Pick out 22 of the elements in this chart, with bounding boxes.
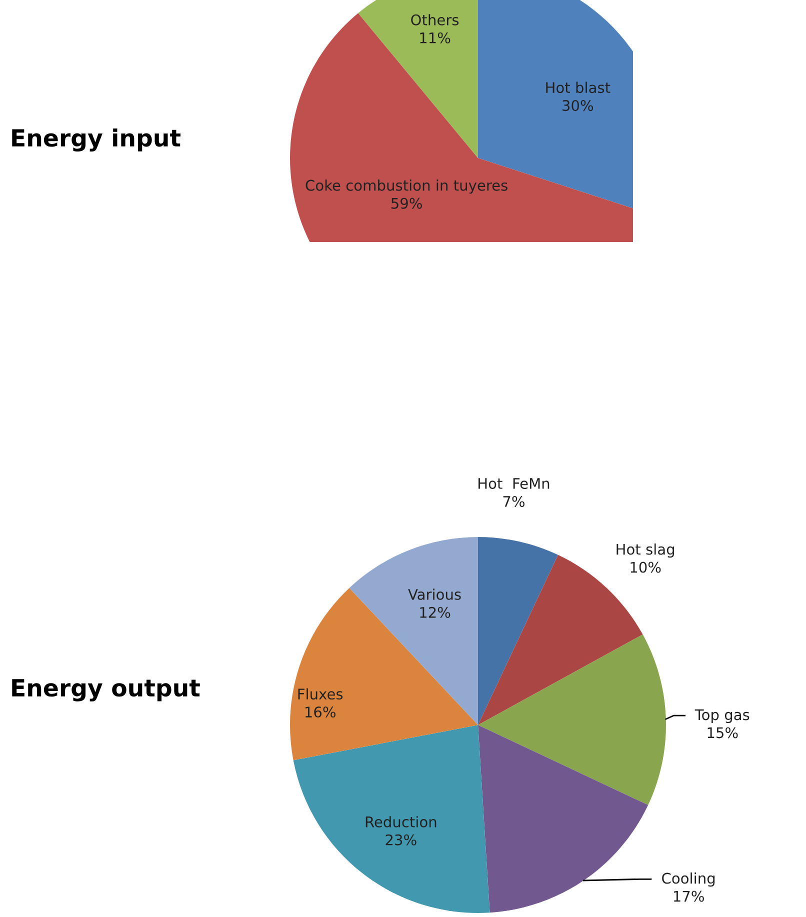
slice-label: Fluxes xyxy=(298,688,343,700)
slice-label: Reduction xyxy=(366,816,436,828)
data-label: 30% xyxy=(562,100,594,112)
text: Energy output xyxy=(12,679,200,702)
data-label: 11% xyxy=(420,32,450,44)
data-label: 10% xyxy=(630,562,661,573)
data-label: 7% xyxy=(503,496,524,507)
text: Energy input xyxy=(12,128,180,152)
slice-label: Hot slag xyxy=(616,544,674,558)
data-label: 23% xyxy=(386,834,416,846)
slice-label: Cooling xyxy=(662,872,715,887)
data-label: 12% xyxy=(420,606,450,618)
slice-label: Hot blast xyxy=(546,82,610,94)
slice-label: Various xyxy=(408,588,461,600)
slice-label: Hot FeMn xyxy=(478,478,550,489)
data-label: 15% xyxy=(708,727,738,738)
data-label: 16% xyxy=(305,706,336,718)
slice-label: Top gas xyxy=(694,709,750,724)
slice-label: Coke combustion in tuyeres xyxy=(306,180,508,194)
slice-label: Others xyxy=(411,14,459,26)
data-label: 59% xyxy=(391,198,422,209)
data-label: 17% xyxy=(674,890,704,902)
